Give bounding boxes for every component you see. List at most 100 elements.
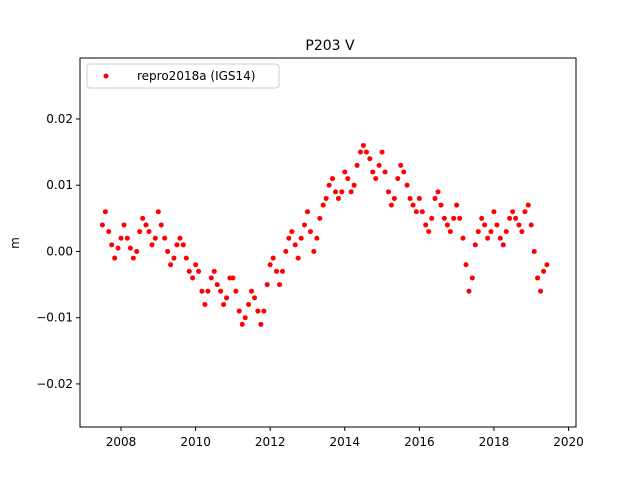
data-point	[127, 245, 133, 251]
data-point	[230, 275, 236, 281]
data-point	[460, 235, 466, 241]
data-point	[102, 209, 108, 215]
data-point	[329, 176, 335, 182]
data-point	[447, 229, 453, 235]
data-point	[385, 189, 391, 195]
data-point	[224, 295, 230, 301]
data-point	[544, 262, 550, 268]
data-point	[488, 229, 494, 235]
data-point	[174, 242, 180, 248]
data-point	[454, 202, 460, 208]
x-tick-label: 2018	[479, 435, 510, 449]
data-point	[326, 182, 332, 188]
data-point	[528, 222, 534, 228]
data-point	[112, 255, 118, 261]
data-point	[311, 248, 317, 254]
data-point	[469, 275, 475, 281]
data-point	[522, 209, 528, 215]
data-point	[404, 182, 410, 188]
data-point	[451, 215, 457, 221]
data-point	[193, 262, 199, 268]
data-point	[246, 301, 252, 307]
data-point	[196, 268, 202, 274]
data-point	[407, 195, 413, 201]
data-point	[485, 235, 491, 241]
x-tick-label: 2012	[255, 435, 286, 449]
data-point	[432, 195, 438, 201]
data-point	[177, 235, 183, 241]
data-point	[239, 321, 245, 327]
data-point	[168, 262, 174, 268]
data-point	[140, 215, 146, 221]
data-point	[472, 242, 478, 248]
data-point	[292, 242, 298, 248]
legend: repro2018a (IGS14)	[86, 63, 280, 89]
data-point	[426, 229, 432, 235]
data-point	[354, 162, 360, 168]
data-point	[252, 295, 258, 301]
data-point	[513, 215, 519, 221]
y-tick-label: −0.02	[36, 377, 73, 391]
data-point	[158, 222, 164, 228]
data-point	[190, 275, 196, 281]
data-point	[118, 235, 124, 241]
data-point	[376, 162, 382, 168]
data-point	[134, 248, 140, 254]
y-axis: −0.02 −0.01 0.00 0.01 0.02	[36, 112, 80, 391]
data-point	[286, 235, 292, 241]
data-point	[494, 222, 500, 228]
data-point	[357, 149, 363, 155]
data-point	[391, 195, 397, 201]
data-point	[345, 176, 351, 182]
x-axis: 2008 2010 2012 2014 2016 2018 2020	[106, 427, 584, 449]
data-point	[162, 235, 168, 241]
data-point	[525, 202, 531, 208]
data-point	[379, 149, 385, 155]
data-point	[304, 209, 310, 215]
data-point	[475, 229, 481, 235]
data-point	[130, 255, 136, 261]
data-point	[115, 245, 121, 251]
data-point	[199, 288, 205, 294]
plot-area	[99, 142, 550, 327]
data-point	[264, 282, 270, 288]
data-point	[367, 156, 373, 162]
data-point	[429, 215, 435, 221]
data-point	[538, 288, 544, 294]
data-point	[410, 202, 416, 208]
data-point	[283, 248, 289, 254]
data-point	[413, 209, 419, 215]
data-point	[323, 195, 329, 201]
legend-marker	[103, 73, 109, 79]
data-point	[423, 222, 429, 228]
data-point	[302, 222, 308, 228]
data-point	[249, 288, 255, 294]
y-axis-label: m	[8, 237, 22, 249]
data-point	[274, 268, 280, 274]
data-point	[510, 209, 516, 215]
data-point	[143, 222, 149, 228]
data-point	[373, 176, 379, 182]
x-tick-label: 2010	[180, 435, 211, 449]
data-point	[137, 229, 143, 235]
data-point	[106, 229, 112, 235]
x-tick-label: 2016	[404, 435, 435, 449]
data-point	[519, 229, 525, 235]
data-point	[398, 162, 404, 168]
data-point	[236, 308, 242, 314]
data-point	[242, 315, 248, 321]
data-point	[280, 268, 285, 274]
data-point	[183, 255, 189, 261]
data-point	[270, 255, 276, 261]
data-point	[314, 235, 320, 241]
data-point	[535, 275, 541, 281]
data-point	[482, 222, 488, 228]
x-tick-label: 2014	[330, 435, 361, 449]
data-point	[261, 308, 267, 314]
data-point	[435, 189, 441, 195]
data-point	[149, 242, 155, 248]
data-point	[205, 288, 211, 294]
data-point	[146, 229, 152, 235]
data-point	[441, 215, 447, 221]
data-point	[531, 248, 537, 254]
